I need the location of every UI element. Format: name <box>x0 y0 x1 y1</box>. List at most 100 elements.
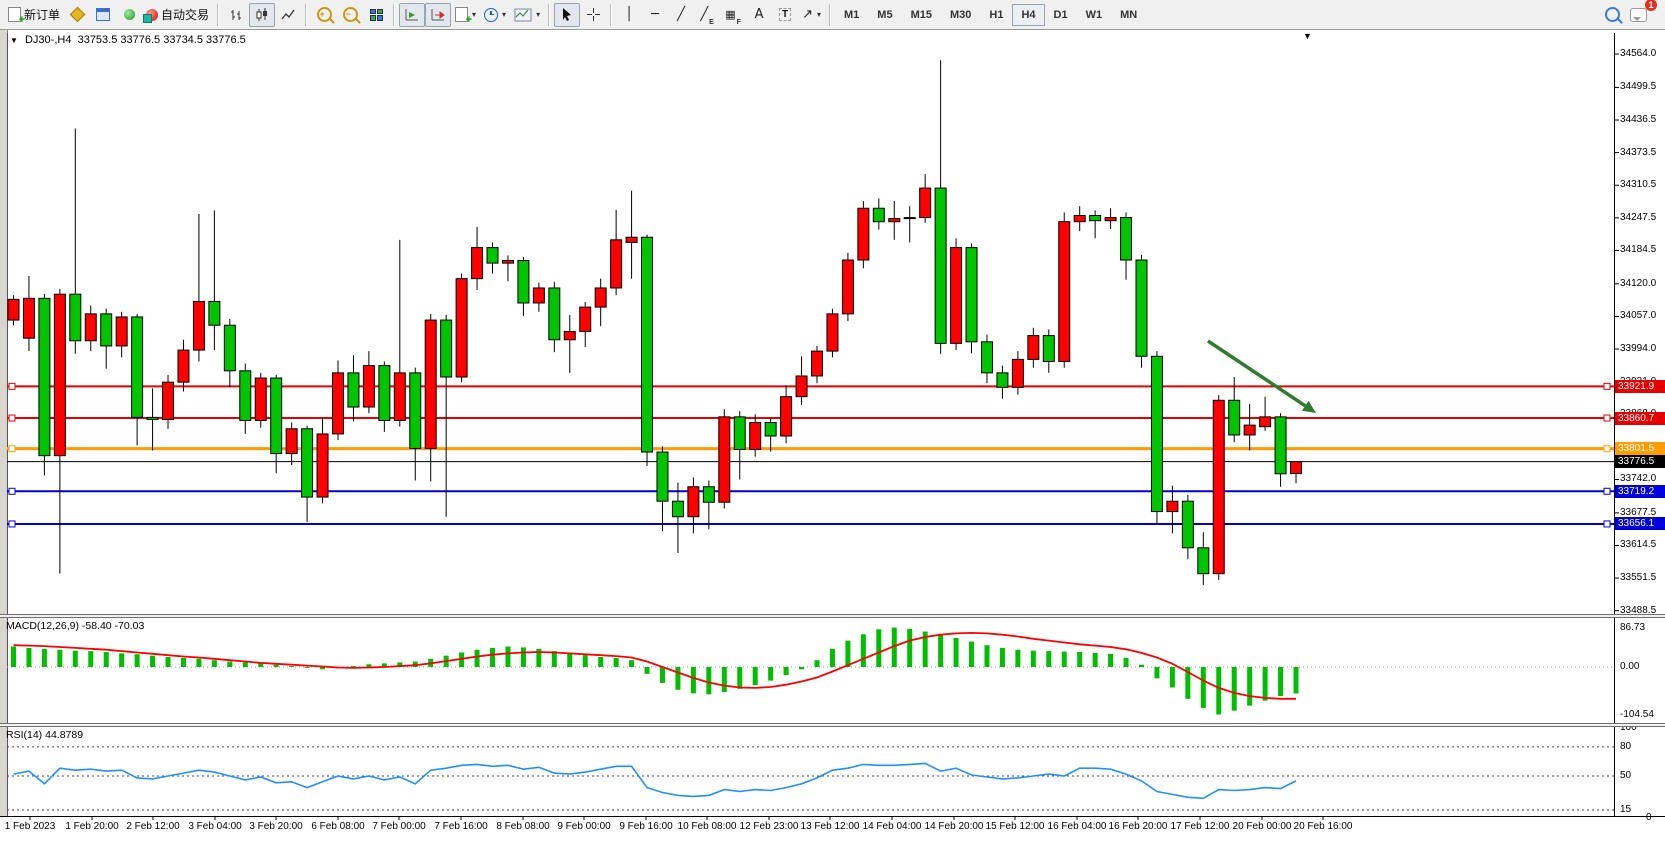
chart-shift-button[interactable] <box>425 2 452 27</box>
chat-button[interactable]: 1 <box>1625 0 1657 27</box>
main-toolbar: 新订单 自动交易 + − <box>0 0 1665 30</box>
text-tool[interactable]: A <box>746 3 772 27</box>
line-chart-button[interactable] <box>275 3 301 27</box>
rsi-label: RSI(14) 44.8789 <box>6 729 84 741</box>
candle <box>162 381 175 420</box>
zoom-out-button[interactable]: − <box>337 3 363 27</box>
time-label: 14 Feb 04:00 <box>862 821 922 832</box>
price-tick: 33994.0 <box>1620 343 1657 355</box>
pane-separator-macd[interactable] <box>0 614 1665 618</box>
candle <box>563 330 576 341</box>
candle <box>857 207 870 261</box>
right-toolbar-group: 1 <box>1599 0 1661 27</box>
data-window-button[interactable] <box>90 3 116 27</box>
auto-trading-button[interactable]: 自动交易 <box>142 3 213 27</box>
candle <box>548 287 561 341</box>
rsi-tick: 50 <box>1620 770 1632 781</box>
indicators-icon <box>455 7 472 26</box>
timeframe-h1[interactable]: H1 <box>980 4 1012 26</box>
auto-scroll-button[interactable] <box>399 2 426 27</box>
price-tick: 34057.0 <box>1620 310 1657 322</box>
candle <box>208 300 221 326</box>
macd-values: -58.40 -70.03 <box>81 620 145 632</box>
timeframe-h4[interactable]: H4 <box>1012 3 1045 26</box>
candle <box>1073 215 1086 223</box>
zoom-in-button[interactable]: + <box>311 3 337 27</box>
toolbar-separator <box>305 3 308 26</box>
time-label: 9 Feb 16:00 <box>619 821 673 832</box>
macd-tick: -104.54 <box>1620 708 1654 720</box>
templates-button[interactable]: ▾ <box>510 3 544 27</box>
signals-icon <box>123 9 135 20</box>
candle <box>919 187 932 219</box>
horizontal-line-tool[interactable]: ─ <box>642 3 668 27</box>
fibonacci-tool[interactable]: ▦ F <box>720 3 746 27</box>
periods-dropdown-button[interactable]: ▾ <box>480 3 510 27</box>
collapse-icon[interactable]: ▼ <box>10 36 18 45</box>
candle <box>532 287 545 304</box>
chart-symbol-period: DJ30-,H4 <box>24 34 72 46</box>
text-label-tool[interactable]: T <box>772 3 798 27</box>
zoom-in-icon: + <box>316 7 332 22</box>
timeframe-w1[interactable]: W1 <box>1077 4 1112 26</box>
time-label: 3 Feb 04:00 <box>188 821 242 832</box>
trendline-tool[interactable]: ╱ <box>668 3 694 27</box>
time-label: 16 Feb 20:00 <box>1108 821 1168 832</box>
arrows-tool[interactable]: ↗ ▾ <box>798 3 825 27</box>
candle <box>1104 217 1117 222</box>
new-order-icon <box>8 7 25 26</box>
time-label: 10 Feb 08:00 <box>677 821 737 832</box>
candle <box>1042 335 1055 362</box>
search-icon <box>1604 7 1620 22</box>
horizontal-line-icon: ─ <box>651 7 659 22</box>
candle <box>579 306 592 332</box>
pane-separator-rsi[interactable] <box>0 723 1665 727</box>
timeframe-d1[interactable]: D1 <box>1045 4 1077 26</box>
candle <box>1228 399 1241 436</box>
chart-window[interactable]: 34564.0 34499.5 34436.5 34373.5 34310.5 34247… <box>0 30 1665 846</box>
candle <box>980 341 993 374</box>
timeframe-m1[interactable]: M1 <box>835 4 868 26</box>
candle <box>331 372 344 435</box>
tile-windows-button[interactable] <box>363 3 389 27</box>
tile-windows-icon <box>369 8 383 21</box>
candle <box>996 372 1009 388</box>
signals-button[interactable] <box>116 3 142 27</box>
chat-icon <box>1629 7 1647 22</box>
text-label-icon: T <box>779 8 792 21</box>
chat-notification-badge: 1 <box>1645 0 1657 11</box>
search-button[interactable] <box>1599 3 1625 27</box>
equidistant-channel-tool[interactable]: ╱ E <box>694 3 720 27</box>
toolbar-separator <box>548 3 551 26</box>
candle <box>1259 416 1272 428</box>
annotation-arrow <box>1207 339 1307 408</box>
candle <box>192 300 205 351</box>
candlestick-chart-button[interactable] <box>249 2 276 27</box>
cursor-tool-button[interactable] <box>554 2 581 27</box>
crosshair-tool-button[interactable] <box>580 3 606 27</box>
vertical-line-tool[interactable]: │ <box>616 3 642 27</box>
crosshair-icon <box>586 8 600 21</box>
timeframe-m15[interactable]: M15 <box>902 4 941 26</box>
timeframe-mn[interactable]: MN <box>1111 4 1146 26</box>
timeframe-m5[interactable]: M5 <box>868 4 901 26</box>
market-watch-button[interactable] <box>64 3 90 27</box>
line-chart-icon <box>281 9 295 19</box>
candle <box>1058 221 1071 362</box>
timeframe-m30[interactable]: M30 <box>941 4 980 26</box>
price-tick: 34373.5 <box>1620 146 1657 158</box>
rsi-value: 44.8789 <box>45 729 84 741</box>
trade-group: 新订单 自动交易 <box>4 3 213 27</box>
toolbar-separator <box>610 3 613 26</box>
chart-shift-marker[interactable]: ▼ <box>1303 31 1312 41</box>
chart-canvas[interactable] <box>0 30 1665 846</box>
indicators-button[interactable]: ▾ <box>451 3 480 27</box>
bar-chart-button[interactable] <box>223 3 249 27</box>
new-order-button[interactable]: 新订单 <box>4 3 64 27</box>
bar-chart-icon <box>231 9 242 20</box>
bid-price-badge: 33776.5 <box>1615 455 1665 469</box>
price-line-badge: 33801.5 <box>1615 442 1665 456</box>
auto-scroll-icon <box>405 8 419 20</box>
candle <box>1150 355 1163 513</box>
price-line-badge: 33656.1 <box>1615 517 1665 531</box>
